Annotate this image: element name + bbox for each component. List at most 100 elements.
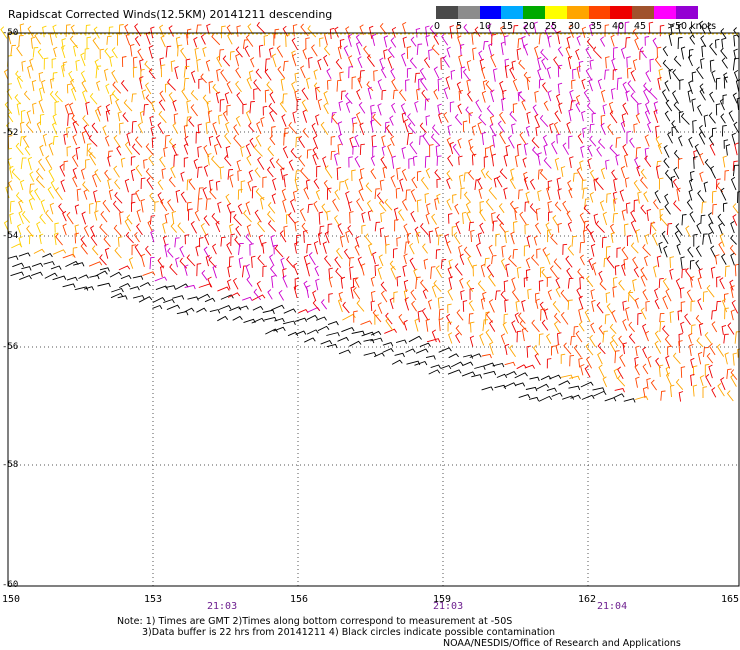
- wind-barb: [238, 305, 249, 310]
- legend-swatch: [523, 6, 546, 19]
- wind-barb: [328, 293, 333, 303]
- wind-barb: [589, 192, 594, 203]
- wind-barb: [585, 67, 593, 81]
- wind-barb: [190, 221, 197, 234]
- wind-barb: [102, 125, 107, 136]
- wind-barb: [516, 266, 522, 279]
- wind-barb: [218, 305, 232, 310]
- wind-barb: [573, 325, 579, 336]
- wind-barb: [708, 343, 716, 356]
- wind-barb: [327, 223, 333, 235]
- wind-barb: [222, 110, 228, 122]
- wind-barb: [427, 299, 433, 310]
- legend-label: 35: [590, 21, 603, 32]
- wind-barb: [145, 94, 153, 105]
- wind-barb: [623, 153, 629, 168]
- wind-barb: [306, 329, 319, 335]
- wind-barb: [402, 36, 407, 48]
- wind-barb: [411, 300, 417, 312]
- wind-barb: [413, 268, 418, 281]
- wind-barb: [120, 274, 132, 280]
- wind-barb: [282, 268, 287, 278]
- wind-barb: [338, 133, 344, 146]
- wind-barb: [644, 330, 650, 342]
- wind-barb: [538, 333, 544, 346]
- wind-barb: [74, 286, 89, 291]
- legend-label: 40: [612, 21, 625, 32]
- wind-barb: [256, 280, 262, 292]
- wind-barb: [275, 158, 285, 171]
- wind-barb: [268, 102, 278, 115]
- wind-barb: [499, 111, 506, 125]
- wind-barb: [409, 57, 417, 69]
- wind-barb: [730, 221, 735, 234]
- wind-barb: [321, 203, 328, 214]
- wind-barb: [489, 115, 495, 126]
- wind-barb: [43, 261, 55, 266]
- wind-barb: [370, 276, 376, 287]
- wind-barb: [27, 65, 32, 79]
- wind-barb: [6, 88, 13, 100]
- wind-barb: [139, 110, 145, 124]
- wind-barb: [403, 223, 410, 236]
- wind-barb: [562, 243, 568, 255]
- wind-barb: [237, 203, 243, 215]
- wind-barb: [532, 146, 540, 158]
- wind-barb: [726, 368, 732, 379]
- wind-barb: [108, 189, 114, 201]
- wind-barb: [613, 393, 625, 399]
- wind-barb: [313, 69, 318, 80]
- wind-barb: [114, 247, 122, 259]
- wind-barb: [706, 352, 714, 364]
- wind-barb: [581, 78, 586, 90]
- wind-barb: [665, 288, 672, 302]
- wind-barb: [509, 110, 517, 122]
- wind-barb: [281, 114, 287, 127]
- wind-barb: [471, 374, 483, 379]
- wind-barb: [149, 256, 155, 270]
- wind-barb: [38, 158, 46, 172]
- wind-barb: [578, 295, 584, 310]
- wind-barb: [396, 236, 401, 247]
- wind-barb: [409, 242, 415, 255]
- wind-barb: [702, 291, 708, 303]
- wind-barb: [437, 78, 443, 92]
- wind-barb: [675, 278, 682, 291]
- wind-barb: [620, 120, 626, 133]
- wind-barb: [425, 25, 430, 37]
- wind-barb: [699, 171, 704, 182]
- wind-barb: [300, 65, 306, 79]
- wind-barb: [535, 208, 541, 221]
- wind-barb: [140, 177, 146, 190]
- wind-barb: [61, 38, 66, 50]
- wind-barb: [235, 67, 242, 79]
- wind-barb: [16, 223, 22, 235]
- wind-barb: [416, 231, 421, 244]
- wind-barb: [291, 37, 298, 51]
- wind-barb: [0, 26, 8, 39]
- wind-barb: [306, 285, 311, 298]
- wind-barb: [541, 268, 548, 279]
- wind-barb: [229, 223, 234, 234]
- wind-barb: [688, 189, 693, 201]
- wind-barb: [719, 233, 725, 247]
- wind-barb: [348, 201, 353, 212]
- wind-barb: [510, 231, 515, 245]
- wind-barb: [523, 176, 529, 190]
- wind-barb: [425, 168, 431, 179]
- wind-barb: [143, 158, 148, 169]
- wind-barb: [468, 112, 474, 124]
- wind-barb: [459, 277, 464, 289]
- wind-barb: [591, 299, 596, 312]
- wind-barb: [291, 53, 297, 67]
- wind-barb: [238, 257, 244, 269]
- wind-barb: [437, 296, 443, 309]
- wind-barb: [462, 120, 468, 133]
- wind-barb: [709, 91, 715, 103]
- wind-barb: [467, 91, 473, 102]
- wind-barb: [499, 131, 506, 145]
- wind-barb: [36, 121, 42, 133]
- wind-barb: [556, 177, 561, 191]
- wind-barb: [568, 188, 573, 199]
- wind-barb: [664, 80, 670, 92]
